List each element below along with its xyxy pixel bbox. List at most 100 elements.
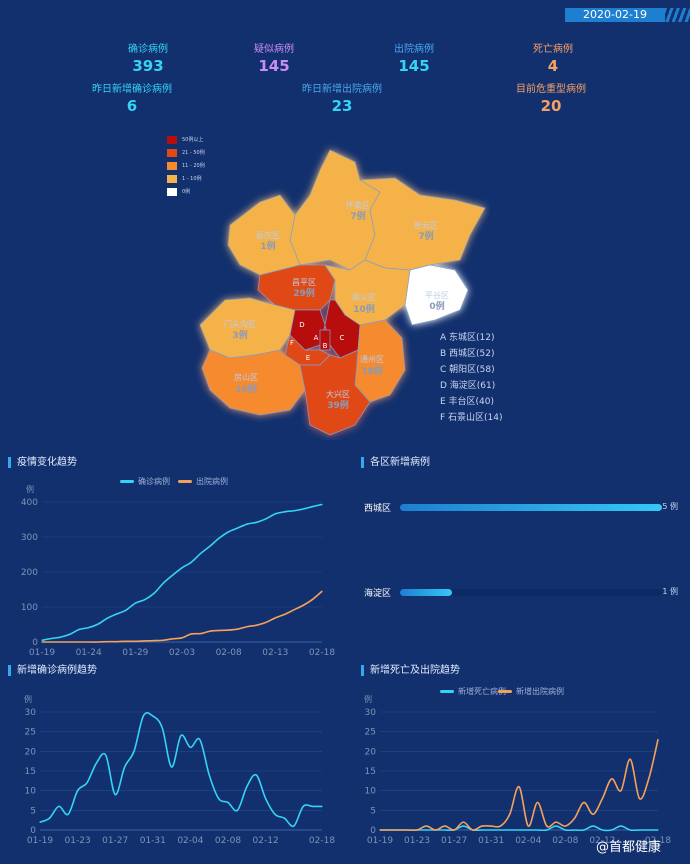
data-point <box>284 511 286 513</box>
data-point <box>153 592 155 594</box>
stat-label: 疑似病例 <box>254 44 294 55</box>
legend-label: 新增死亡病例 <box>458 686 506 696</box>
data-point <box>88 641 90 643</box>
data-point <box>95 762 97 764</box>
data-point <box>274 617 276 619</box>
map-region-pinggu <box>404 264 469 326</box>
data-point <box>574 817 576 819</box>
y-tick-label: 15 <box>25 767 36 777</box>
x-tick-label: 02-18 <box>645 836 671 846</box>
data-point <box>162 582 164 584</box>
data-point <box>50 641 52 643</box>
legend-swatch <box>167 148 177 157</box>
y-unit-label: 例 <box>364 694 372 704</box>
data-point <box>209 545 211 547</box>
data-point <box>172 574 174 576</box>
data-point <box>321 503 323 506</box>
stat-value: 6 <box>126 97 138 115</box>
data-point <box>144 640 146 642</box>
data-point <box>189 746 191 748</box>
stat-new-discharged: 昨日新增出院病例 23 <box>282 80 402 115</box>
series-line <box>39 712 322 828</box>
data-point <box>564 825 566 827</box>
data-point <box>200 633 202 635</box>
section-title-death-discharge: 新增死亡及出院趋势 <box>361 665 460 676</box>
y-tick-label: 0 <box>32 638 38 648</box>
data-point <box>133 750 135 752</box>
data-point <box>228 531 230 533</box>
data-point <box>236 809 238 811</box>
section-title-trend: 疫情变化趋势 <box>8 457 77 468</box>
series-line <box>41 503 323 642</box>
data-point <box>648 829 650 831</box>
data-point <box>518 829 520 831</box>
x-tick-label: 02-03 <box>169 648 195 658</box>
y-tick-label: 100 <box>21 603 38 613</box>
data-point <box>106 617 108 619</box>
district-bar-name: 西城区 <box>364 504 392 514</box>
data-point <box>125 609 127 611</box>
district-list-item: E 丰台区(40) <box>440 397 495 407</box>
district-list-item: B 西城区(52) <box>440 349 495 359</box>
data-point <box>527 829 529 831</box>
data-point <box>472 829 474 831</box>
data-point <box>208 774 210 776</box>
legend-label: 新增出院病例 <box>516 686 564 696</box>
y-tick-label: 5 <box>30 806 36 816</box>
data-point <box>78 641 80 643</box>
x-tick-label: 01-27 <box>441 836 467 846</box>
data-point <box>293 825 295 827</box>
data-point <box>125 640 127 642</box>
data-point <box>601 797 603 800</box>
data-point <box>620 825 622 827</box>
x-tick-label: 02-04 <box>177 836 203 846</box>
x-tick-label: 02-13 <box>262 648 288 658</box>
data-point <box>78 628 80 630</box>
map-label-count: 7例 <box>350 210 365 222</box>
stat-severe: 目前危重型病例 20 <box>491 80 611 115</box>
district-list-item: F 石景山区(14) <box>440 413 503 423</box>
data-point <box>425 829 427 831</box>
stat-label: 目前危重型病例 <box>516 84 586 95</box>
x-tick-label: 02-12 <box>589 836 615 846</box>
stat-new-confirmed: 昨日新增确诊病例 6 <box>72 80 192 115</box>
data-point <box>116 641 118 643</box>
data-point <box>274 513 276 515</box>
stat-suspected: 疑似病例 145 <box>214 40 334 75</box>
data-point <box>283 817 285 819</box>
data-point <box>180 735 182 737</box>
map-label-name: 顺义区 <box>352 293 376 302</box>
map-region-daxing <box>299 349 371 436</box>
stat-value: 4 <box>547 57 559 75</box>
data-point <box>509 829 511 831</box>
data-point <box>444 829 446 831</box>
district-bar-row: 西城区 5 例 <box>364 501 684 515</box>
district-bar-row: 海淀区 1 例 <box>364 586 684 600</box>
map-label-name: 怀柔区 <box>346 200 370 210</box>
legend-swatch <box>440 690 454 693</box>
district-list-item: D 海淀区(61) <box>440 381 496 391</box>
data-point <box>124 766 126 768</box>
data-point <box>190 561 192 563</box>
legend-label: 1 - 10例 <box>182 176 202 182</box>
x-tick-label: 01-31 <box>140 836 166 846</box>
data-point <box>416 829 418 831</box>
district-bar-name: 海淀区 <box>364 589 392 599</box>
data-point <box>199 738 201 741</box>
stat-discharged: 出院病例 145 <box>354 40 474 75</box>
x-tick-label: 01-23 <box>404 836 430 846</box>
data-point <box>246 786 248 788</box>
data-point <box>481 829 483 831</box>
data-point <box>555 825 557 827</box>
data-point <box>648 778 650 780</box>
data-point <box>490 829 492 831</box>
data-point <box>462 825 464 827</box>
stat-deaths: 死亡病例 4 <box>493 40 613 75</box>
y-tick-label: 30 <box>25 708 37 718</box>
data-point <box>546 829 548 831</box>
map-letter: D <box>299 321 304 329</box>
data-point <box>302 805 304 807</box>
map-letter: A <box>314 334 319 342</box>
data-point <box>293 609 295 611</box>
data-point <box>312 505 314 508</box>
